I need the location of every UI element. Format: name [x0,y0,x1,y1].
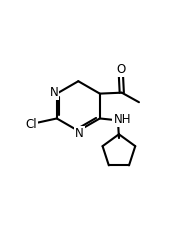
Text: Cl: Cl [26,118,37,131]
Text: O: O [116,63,125,76]
Text: NH: NH [113,113,131,126]
Text: N: N [75,127,84,140]
Text: N: N [50,86,58,99]
